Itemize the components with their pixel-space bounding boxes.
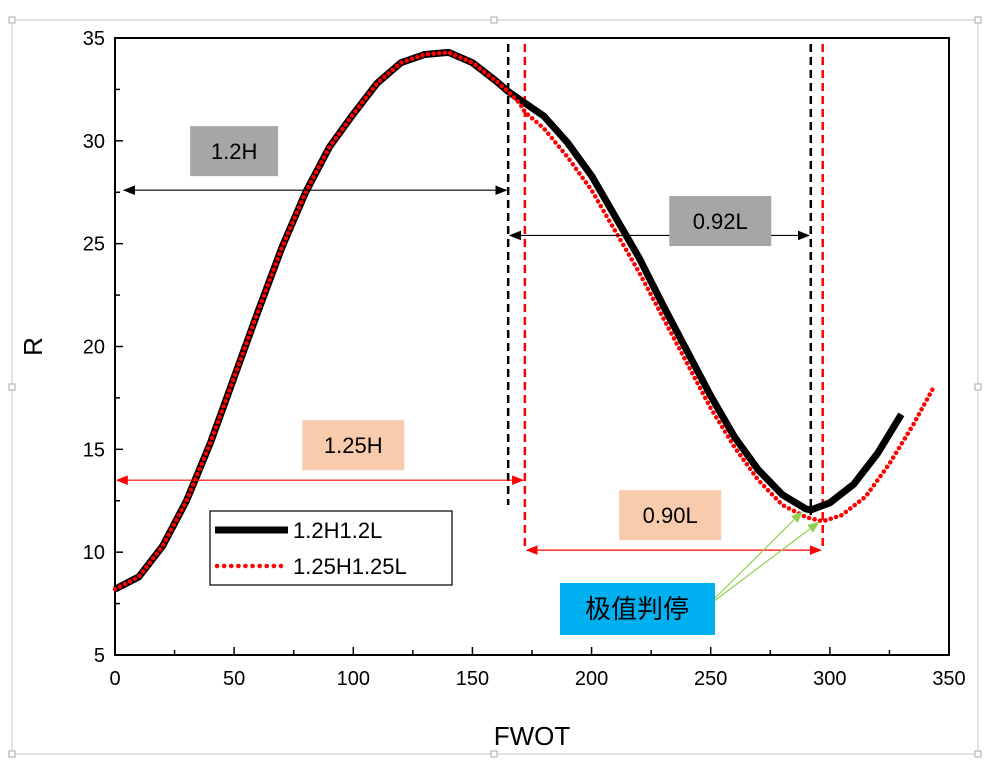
x-tick-label: 0: [109, 668, 120, 690]
resize-handle: [974, 383, 982, 391]
y-tick-label: 10: [83, 542, 105, 564]
x-tick-label: 150: [456, 668, 489, 690]
callout-box: [560, 583, 715, 635]
annotation-box: [669, 196, 772, 247]
y-tick-label: 25: [83, 234, 105, 256]
y-tick-label: 5: [94, 645, 105, 667]
resize-handle: [8, 750, 16, 758]
annotation-box: [302, 420, 405, 471]
x-tick-label: 350: [932, 668, 965, 690]
resize-handle: [8, 383, 16, 391]
x-tick-label: 100: [337, 668, 370, 690]
y-tick-label: 30: [83, 131, 105, 153]
y-tick-label: 35: [83, 28, 105, 50]
y-tick-label: 20: [83, 337, 105, 359]
annotation-label: 1.2H: [211, 139, 257, 164]
resize-handle: [974, 16, 982, 24]
y-axis-label: R: [18, 337, 48, 356]
y-tick-label: 15: [83, 439, 105, 461]
annotation-label: 0.92L: [693, 209, 748, 234]
x-axis-label: FWOT: [494, 721, 571, 751]
callout-arrow: [704, 511, 803, 609]
x-tick-label: 300: [813, 668, 846, 690]
callout-arrow: [704, 521, 820, 609]
selection-frame: [11, 19, 979, 755]
legend-label: 1.2H1.2L: [293, 518, 382, 543]
annotation-label: 1.25H: [324, 433, 383, 458]
legend-box: [209, 510, 453, 586]
x-tick-label: 250: [694, 668, 727, 690]
x-tick-label: 200: [575, 668, 608, 690]
resize-handle: [8, 16, 16, 24]
resize-handle: [490, 16, 498, 24]
x-tick-label: 50: [223, 668, 245, 690]
resize-handle: [490, 750, 498, 758]
resize-handle: [974, 750, 982, 758]
annotation-label: 0.90L: [643, 503, 698, 528]
legend-label: 1.25H1.25L: [293, 554, 407, 579]
annotation-box: [619, 490, 722, 541]
annotation-box: [190, 126, 279, 177]
callout-label: 极值判停: [585, 594, 689, 624]
